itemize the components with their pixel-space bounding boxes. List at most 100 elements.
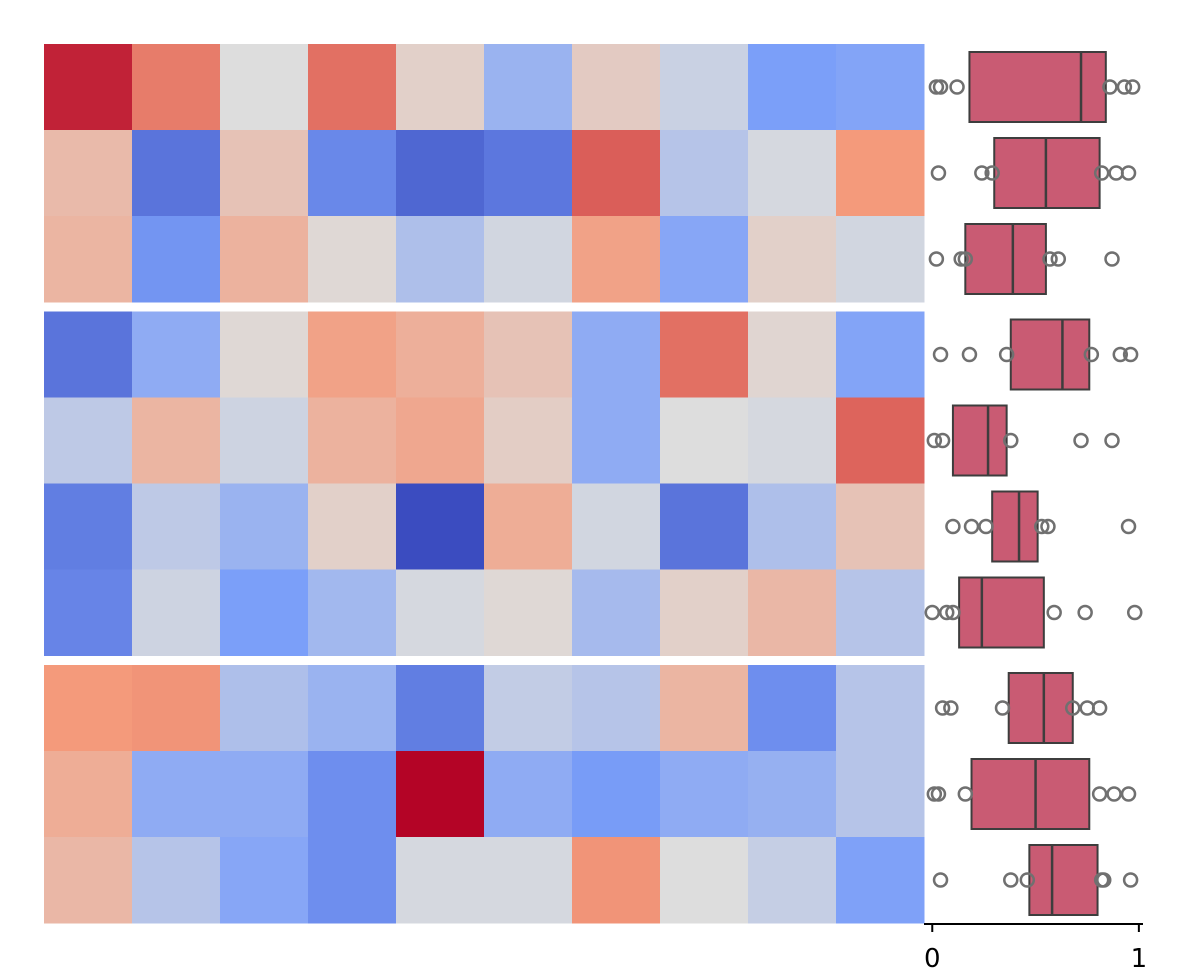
data-point (930, 165, 947, 181)
heatmap-cell (748, 483, 837, 570)
heatmap-cell (220, 216, 309, 303)
heatmap-cell (484, 44, 573, 131)
heatmap-cell (396, 665, 485, 752)
data-point (1079, 700, 1095, 716)
heatmap-cell (44, 751, 133, 838)
heatmap-cell (396, 837, 485, 924)
data-point (1124, 79, 1141, 95)
box (1007, 672, 1074, 744)
heatmap-cell (748, 397, 837, 484)
data-point (1102, 79, 1118, 95)
heatmap-cell (660, 751, 749, 838)
heatmap-cell (220, 130, 309, 217)
heatmap-cell (44, 44, 133, 131)
heatmap-cell (396, 397, 485, 484)
heatmap-cell (660, 569, 749, 656)
heatmap-cell (660, 837, 749, 924)
heatmap-cell (132, 665, 221, 752)
data-point (1050, 251, 1067, 267)
data-point (994, 700, 1011, 716)
data-point (926, 432, 943, 449)
data-point (1120, 518, 1137, 535)
data-point (1120, 786, 1137, 802)
heatmap-cell (220, 483, 309, 570)
x-tick-label: 0 (924, 944, 941, 968)
box (1028, 844, 1099, 916)
heatmap-cell (396, 130, 485, 217)
data-point (934, 432, 951, 449)
heatmap-cell (44, 837, 133, 924)
data-point (943, 700, 959, 716)
x-tick-label: 1 (1131, 944, 1148, 968)
data-point (998, 346, 1015, 363)
heatmap-cell (44, 483, 133, 570)
data-point (1065, 700, 1081, 716)
heatmap-cell (308, 665, 397, 752)
heatmap-cell (748, 751, 837, 838)
data-point (938, 604, 955, 621)
data-point (957, 251, 974, 267)
data-point (928, 251, 945, 267)
heatmap-cell (836, 569, 925, 656)
heatmap-cell (748, 44, 837, 131)
heatmap-cell (572, 216, 661, 303)
data-point (984, 165, 1000, 181)
heatmap-cell (660, 311, 749, 398)
data-point (945, 518, 961, 535)
data-point (957, 786, 974, 802)
heatmap-cell (308, 397, 397, 484)
heatmap-cell (572, 837, 661, 924)
data-point (1073, 432, 1089, 449)
heatmap-cell (396, 44, 485, 131)
data-point (1120, 165, 1137, 181)
data-point (1108, 165, 1124, 181)
heatmap-cell (660, 397, 749, 484)
heatmap-cell (132, 569, 221, 656)
heatmap-cell (660, 130, 749, 217)
heatmap-cell (308, 751, 397, 838)
heatmap-cell (484, 216, 573, 303)
data-point (932, 872, 949, 888)
heatmap-cell (484, 569, 573, 656)
data-point (924, 604, 941, 621)
heatmap-cell (308, 130, 397, 217)
heatmap-cell (396, 311, 485, 398)
heatmap-cell (748, 130, 837, 217)
heatmap-cell (132, 837, 221, 924)
heatmap-cell (308, 569, 397, 656)
data-point (1034, 518, 1050, 535)
heatmap-cell (572, 483, 661, 570)
heatmap-cell (132, 44, 221, 131)
heatmap-cell (484, 483, 573, 570)
heatmap-cell (132, 483, 221, 570)
heatmap-cell (748, 665, 837, 752)
heatmap-cell (220, 751, 309, 838)
heatmap-cell (44, 311, 133, 398)
box (1009, 318, 1091, 391)
heatmap-cell (836, 44, 925, 131)
heatmap-cell (308, 311, 397, 398)
heatmap-cell (836, 483, 925, 570)
data-point (1122, 872, 1139, 888)
data-point (1112, 346, 1129, 363)
data-point (1093, 165, 1110, 181)
heatmap-cell (572, 665, 661, 752)
heatmap-cell (836, 216, 925, 303)
data-point (1122, 346, 1139, 363)
heatmap-cell (220, 837, 309, 924)
heatmap-cell (484, 397, 573, 484)
heatmap-cell (572, 130, 661, 217)
heatmap-cell (396, 751, 485, 838)
data-point (1042, 251, 1058, 267)
heatmap-cell (484, 665, 573, 752)
data-point (1091, 786, 1108, 802)
data-point (1003, 432, 1019, 449)
heatmap-cell (572, 44, 661, 131)
heatmap-cell (396, 483, 485, 570)
heatmap-cell (132, 311, 221, 398)
data-point (963, 518, 980, 535)
data-point (1091, 700, 1108, 716)
data-point (932, 79, 949, 95)
heatmap-cell (220, 397, 309, 484)
